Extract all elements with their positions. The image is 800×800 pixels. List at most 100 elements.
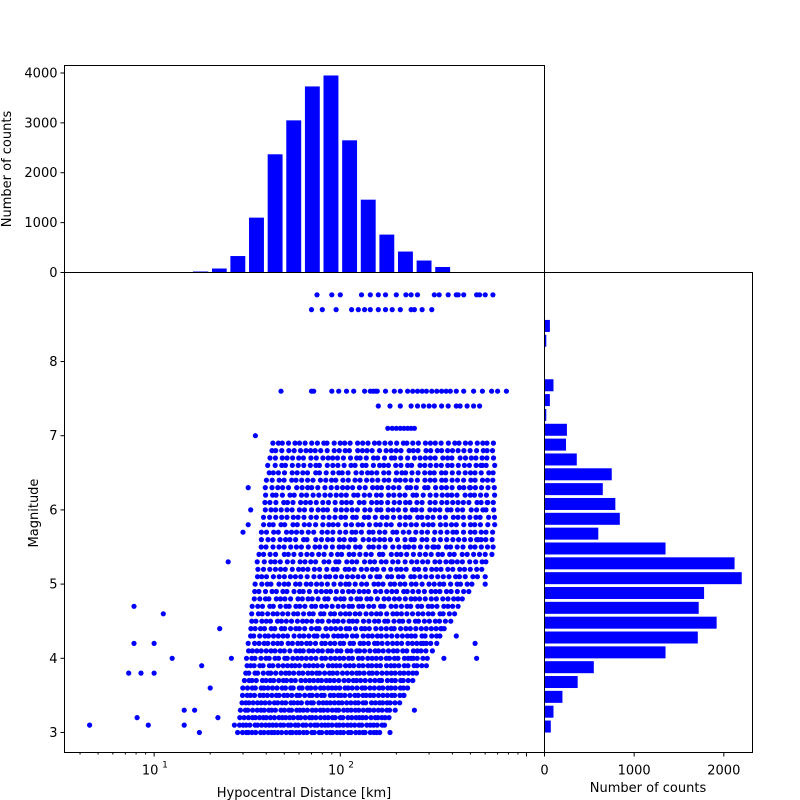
scatter-point xyxy=(355,700,361,706)
scatter-point xyxy=(398,462,404,468)
scatter-point xyxy=(306,588,312,595)
right-histogram-bar xyxy=(544,497,616,510)
scatter-point xyxy=(428,596,434,602)
scatter-point xyxy=(483,492,489,498)
scatter-point xyxy=(349,529,355,535)
scatter-point xyxy=(427,440,433,446)
scatter-point xyxy=(477,403,483,409)
scatter-point xyxy=(302,440,308,446)
scatter-point xyxy=(353,544,359,550)
scatter-point xyxy=(323,544,329,550)
scatter-point xyxy=(410,677,416,684)
scatter-point xyxy=(296,507,302,513)
main-x-tick-label: 10 2 xyxy=(328,761,354,779)
scatter-point xyxy=(279,700,285,706)
scatter-point xyxy=(404,633,410,639)
scatter-point xyxy=(258,537,264,543)
scatter-point xyxy=(433,596,439,602)
scatter-point xyxy=(440,455,446,461)
scatter-point xyxy=(269,448,275,454)
scatter-point xyxy=(317,566,323,572)
scatter-point xyxy=(301,507,308,513)
scatter-point xyxy=(401,670,407,676)
scatter-point xyxy=(461,522,467,528)
scatter-point xyxy=(263,677,269,684)
scatter-point xyxy=(405,685,411,691)
scatter-point xyxy=(387,700,393,706)
scatter-point xyxy=(239,729,246,736)
scatter-point xyxy=(366,514,372,520)
scatter-point xyxy=(388,566,394,572)
scatter-point xyxy=(387,440,394,446)
scatter-point xyxy=(309,551,315,558)
scatter-point xyxy=(308,448,314,454)
scatter-point xyxy=(255,670,261,676)
scatter-point xyxy=(470,574,476,580)
scatter-point xyxy=(296,566,302,572)
scatter-point xyxy=(383,522,389,528)
scatter-point xyxy=(445,403,451,409)
scatter-point xyxy=(445,603,451,609)
scatter-point xyxy=(284,655,290,661)
scatter-point xyxy=(406,448,412,454)
scatter-point xyxy=(454,507,461,513)
scatter-point xyxy=(321,559,327,565)
scatter-point xyxy=(313,707,319,713)
scatter-point xyxy=(291,611,297,617)
scatter-point xyxy=(270,544,276,550)
top-y-tick-label: 1000 xyxy=(24,216,57,231)
scatter-point xyxy=(391,596,398,602)
scatter-point xyxy=(422,566,428,572)
scatter-point xyxy=(414,663,420,669)
scatter-point xyxy=(237,715,243,721)
scatter-point xyxy=(278,522,284,528)
scatter-point xyxy=(393,448,399,454)
scatter-point xyxy=(489,551,495,558)
scatter-point xyxy=(361,670,367,676)
scatter-point xyxy=(445,462,451,468)
scatter-point xyxy=(272,626,278,632)
scatter-point xyxy=(352,722,358,728)
scatter-point xyxy=(454,588,460,595)
scatter-point xyxy=(480,448,486,454)
scatter-point xyxy=(276,677,282,684)
scatter-point xyxy=(411,544,417,550)
scatter-point xyxy=(365,633,371,639)
scatter-point xyxy=(360,440,366,446)
scatter-point xyxy=(397,670,403,676)
scatter-point xyxy=(369,470,375,476)
scatter-point xyxy=(282,685,288,691)
scatter-point xyxy=(423,448,429,454)
scatter-point xyxy=(474,499,480,506)
scatter-point xyxy=(443,477,449,483)
scatter-point xyxy=(360,574,367,580)
scatter-point xyxy=(351,551,357,558)
main-y-tick-label: 3 xyxy=(49,726,57,741)
scatter-point xyxy=(461,477,467,483)
scatter-point xyxy=(445,292,451,298)
scatter-point xyxy=(288,544,294,550)
scatter-point xyxy=(378,492,384,498)
scatter-point xyxy=(342,692,348,699)
scatter-point xyxy=(462,455,469,461)
scatter-point xyxy=(251,633,257,639)
scatter-point xyxy=(444,492,450,498)
scatter-point xyxy=(283,677,290,684)
right-histogram-bar xyxy=(544,690,563,703)
scatter-point xyxy=(427,499,433,506)
scatter-point xyxy=(398,603,404,609)
scatter-point xyxy=(278,507,284,513)
scatter-point xyxy=(333,574,339,580)
scatter-point xyxy=(400,648,406,654)
scatter-point xyxy=(419,537,425,543)
scatter-point xyxy=(330,729,336,736)
scatter-point xyxy=(343,388,350,394)
top-y-tick-label: 4000 xyxy=(24,66,57,81)
scatter-point xyxy=(314,633,320,639)
scatter-point xyxy=(342,611,349,617)
scatter-point xyxy=(425,603,431,609)
scatter-point xyxy=(308,581,314,587)
scatter-point xyxy=(424,537,430,543)
right-histogram-bar xyxy=(544,631,698,644)
